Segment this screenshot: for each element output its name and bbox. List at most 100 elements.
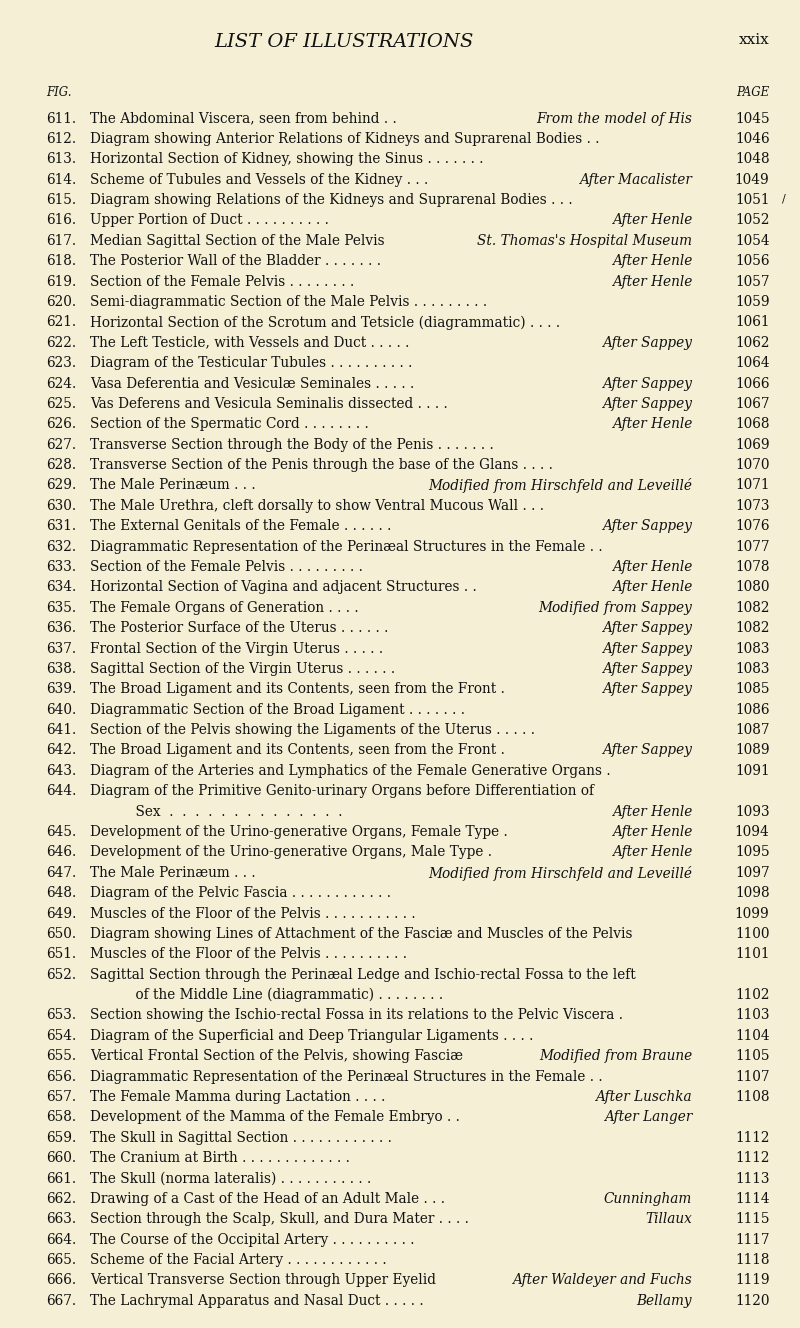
Text: After Henle: After Henle bbox=[612, 580, 692, 595]
Text: Sagittal Section through the Perinæal Ledge and Ischio-rectal Fossa to the left: Sagittal Section through the Perinæal Le… bbox=[90, 968, 636, 981]
Text: After Sappey: After Sappey bbox=[602, 336, 692, 349]
Text: 1052: 1052 bbox=[735, 214, 770, 227]
Text: 1086: 1086 bbox=[735, 703, 770, 717]
Text: 1057: 1057 bbox=[735, 275, 770, 288]
Text: 1080: 1080 bbox=[735, 580, 770, 595]
Text: From the model of His: From the model of His bbox=[536, 112, 692, 126]
Text: Horizontal Section of Vagina and adjacent Structures . .: Horizontal Section of Vagina and adjacen… bbox=[90, 580, 482, 595]
Text: After Henle: After Henle bbox=[612, 417, 692, 432]
Text: Development of the Mamma of the Female Embryo . .: Development of the Mamma of the Female E… bbox=[90, 1110, 465, 1125]
Text: The Posterior Surface of the Uterus . . . . . .: The Posterior Surface of the Uterus . . … bbox=[90, 622, 393, 635]
Text: 1120: 1120 bbox=[735, 1293, 770, 1308]
Text: The Male Perinæum . . .: The Male Perinæum . . . bbox=[90, 478, 260, 493]
Text: 629.: 629. bbox=[46, 478, 77, 493]
Text: 1112: 1112 bbox=[735, 1151, 770, 1165]
Text: Diagrammatic Representation of the Perinæal Structures in the Female . .: Diagrammatic Representation of the Perin… bbox=[90, 1069, 603, 1084]
Text: 616.: 616. bbox=[46, 214, 77, 227]
Text: LIST OF ILLUSTRATIONS: LIST OF ILLUSTRATIONS bbox=[214, 33, 474, 52]
Text: 663.: 663. bbox=[46, 1212, 77, 1226]
Text: 660.: 660. bbox=[46, 1151, 77, 1165]
Text: 644.: 644. bbox=[46, 785, 77, 798]
Text: The Lachrymal Apparatus and Nasal Duct . . . . .: The Lachrymal Apparatus and Nasal Duct .… bbox=[90, 1293, 429, 1308]
Text: After Sappey: After Sappey bbox=[602, 641, 692, 656]
Text: 1089: 1089 bbox=[735, 744, 770, 757]
Text: 618.: 618. bbox=[46, 254, 77, 268]
Text: 653.: 653. bbox=[46, 1008, 77, 1023]
Text: 641.: 641. bbox=[46, 722, 77, 737]
Text: Upper Portion of Duct . . . . . . . . . .: Upper Portion of Duct . . . . . . . . . … bbox=[90, 214, 334, 227]
Text: 649.: 649. bbox=[46, 907, 77, 920]
Text: 1105: 1105 bbox=[735, 1049, 770, 1064]
Text: Diagram showing Relations of the Kidneys and Suprarenal Bodies . . .: Diagram showing Relations of the Kidneys… bbox=[90, 193, 573, 207]
Text: Sex  .  .  .  .  .  .  .  .  .  .  .  .  .  .: Sex . . . . . . . . . . . . . . bbox=[118, 805, 352, 818]
Text: After Henle: After Henle bbox=[612, 805, 692, 818]
Text: After Waldeyer and Fuchs: After Waldeyer and Fuchs bbox=[512, 1274, 692, 1287]
Text: 647.: 647. bbox=[46, 866, 77, 879]
Text: 1083: 1083 bbox=[735, 641, 770, 656]
Text: 667.: 667. bbox=[46, 1293, 77, 1308]
Text: 662.: 662. bbox=[46, 1193, 77, 1206]
Text: Transverse Section of the Penis through the base of the Glans . . . .: Transverse Section of the Penis through … bbox=[90, 458, 554, 471]
Text: 627.: 627. bbox=[46, 438, 77, 452]
Text: 659.: 659. bbox=[46, 1130, 77, 1145]
Text: 1078: 1078 bbox=[735, 560, 770, 574]
Text: The Cranium at Birth . . . . . . . . . . . . .: The Cranium at Birth . . . . . . . . . .… bbox=[90, 1151, 350, 1165]
Text: 611.: 611. bbox=[46, 112, 77, 126]
Text: The Male Urethra, cleft dorsally to show Ventral Mucous Wall . . .: The Male Urethra, cleft dorsally to show… bbox=[90, 499, 549, 513]
Text: 1077: 1077 bbox=[735, 539, 770, 554]
Text: /: / bbox=[782, 193, 786, 203]
Text: St. Thomas's Hospital Museum: St. Thomas's Hospital Museum bbox=[477, 234, 692, 248]
Text: 652.: 652. bbox=[46, 968, 77, 981]
Text: After Sappey: After Sappey bbox=[602, 661, 692, 676]
Text: 650.: 650. bbox=[46, 927, 77, 942]
Text: Section of the Spermatic Cord . . . . . . . .: Section of the Spermatic Cord . . . . . … bbox=[90, 417, 374, 432]
Text: 664.: 664. bbox=[46, 1232, 77, 1247]
Text: Drawing of a Cast of the Head of an Adult Male . . .: Drawing of a Cast of the Head of an Adul… bbox=[90, 1193, 450, 1206]
Text: After Sappey: After Sappey bbox=[602, 519, 692, 534]
Text: 1094: 1094 bbox=[735, 825, 770, 839]
Text: 1083: 1083 bbox=[735, 661, 770, 676]
Text: 1051: 1051 bbox=[735, 193, 770, 207]
Text: 656.: 656. bbox=[46, 1069, 77, 1084]
Text: Diagram of the Testicular Tubules . . . . . . . . . .: Diagram of the Testicular Tubules . . . … bbox=[90, 356, 413, 371]
Text: The Broad Ligament and its Contents, seen from the Front .: The Broad Ligament and its Contents, see… bbox=[90, 683, 510, 696]
Text: 1101: 1101 bbox=[735, 947, 770, 961]
Text: Vasa Deferentia and Vesiculæ Seminales . . . . .: Vasa Deferentia and Vesiculæ Seminales .… bbox=[90, 377, 419, 390]
Text: 1068: 1068 bbox=[735, 417, 770, 432]
Text: 1100: 1100 bbox=[735, 927, 770, 942]
Text: Development of the Urino-generative Organs, Female Type .: Development of the Urino-generative Orga… bbox=[90, 825, 513, 839]
Text: Diagram of the Arteries and Lymphatics of the Female Generative Organs .: Diagram of the Arteries and Lymphatics o… bbox=[90, 764, 615, 778]
Text: 1048: 1048 bbox=[735, 153, 770, 166]
Text: 638.: 638. bbox=[46, 661, 77, 676]
Text: Muscles of the Floor of the Pelvis . . . . . . . . . . .: Muscles of the Floor of the Pelvis . . .… bbox=[90, 907, 416, 920]
Text: Cunningham: Cunningham bbox=[604, 1193, 692, 1206]
Text: 612.: 612. bbox=[46, 131, 77, 146]
Text: 1118: 1118 bbox=[735, 1254, 770, 1267]
Text: 632.: 632. bbox=[46, 539, 77, 554]
Text: 625.: 625. bbox=[46, 397, 77, 410]
Text: After Sappey: After Sappey bbox=[602, 744, 692, 757]
Text: After Langer: After Langer bbox=[604, 1110, 692, 1125]
Text: The Skull (norma lateralis) . . . . . . . . . . .: The Skull (norma lateralis) . . . . . . … bbox=[90, 1171, 372, 1186]
Text: Modified from Hirschfeld and Leveillé: Modified from Hirschfeld and Leveillé bbox=[428, 866, 692, 880]
Text: After Henle: After Henle bbox=[612, 560, 692, 574]
Text: 628.: 628. bbox=[46, 458, 77, 471]
Text: After Henle: After Henle bbox=[612, 825, 692, 839]
Text: The Abdominal Viscera, seen from behind . .: The Abdominal Viscera, seen from behind … bbox=[90, 112, 402, 126]
Text: 1082: 1082 bbox=[735, 600, 770, 615]
Text: 1104: 1104 bbox=[735, 1029, 770, 1042]
Text: Modified from Hirschfeld and Leveillé: Modified from Hirschfeld and Leveillé bbox=[428, 478, 692, 494]
Text: Diagram showing Lines of Attachment of the Fasciæ and Muscles of the Pelvis: Diagram showing Lines of Attachment of t… bbox=[90, 927, 633, 942]
Text: 1115: 1115 bbox=[735, 1212, 770, 1226]
Text: The Posterior Wall of the Bladder . . . . . . .: The Posterior Wall of the Bladder . . . … bbox=[90, 254, 386, 268]
Text: 646.: 646. bbox=[46, 846, 77, 859]
Text: 1087: 1087 bbox=[735, 722, 770, 737]
Text: Section showing the Ischio-rectal Fossa in its relations to the Pelvic Viscera .: Section showing the Ischio-rectal Fossa … bbox=[90, 1008, 628, 1023]
Text: Scheme of Tubules and Vessels of the Kidney . . .: Scheme of Tubules and Vessels of the Kid… bbox=[90, 173, 433, 187]
Text: 636.: 636. bbox=[46, 622, 77, 635]
Text: 1076: 1076 bbox=[735, 519, 770, 534]
Text: Diagrammatic Section of the Broad Ligament . . . . . . .: Diagrammatic Section of the Broad Ligame… bbox=[90, 703, 466, 717]
Text: 614.: 614. bbox=[46, 173, 77, 187]
Text: 642.: 642. bbox=[46, 744, 77, 757]
Text: After Sappey: After Sappey bbox=[602, 397, 692, 410]
